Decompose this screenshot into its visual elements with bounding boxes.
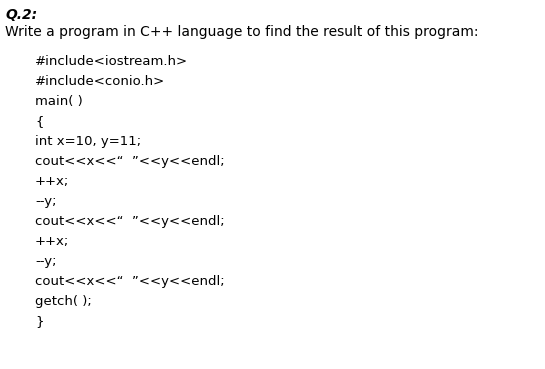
Text: ++x;: ++x; — [35, 235, 69, 248]
Text: cout<<x<<“  ”<<y<<endl;: cout<<x<<“ ”<<y<<endl; — [35, 215, 225, 228]
Text: main( ): main( ) — [35, 95, 83, 108]
Text: ++x;: ++x; — [35, 175, 69, 188]
Text: getch( );: getch( ); — [35, 295, 92, 308]
Text: #include<conio.h>: #include<conio.h> — [35, 75, 165, 88]
Text: Q.2:: Q.2: — [5, 8, 37, 22]
Text: }: } — [35, 315, 44, 328]
Text: Write a program in C++ language to find the result of this program:: Write a program in C++ language to find … — [5, 25, 479, 39]
Text: cout<<x<<“  ”<<y<<endl;: cout<<x<<“ ”<<y<<endl; — [35, 275, 225, 288]
Text: --y;: --y; — [35, 195, 57, 208]
Text: int x=10, y=11;: int x=10, y=11; — [35, 135, 141, 148]
Text: #include<iostream.h>: #include<iostream.h> — [35, 55, 188, 68]
Text: {: { — [35, 115, 44, 128]
Text: --y;: --y; — [35, 255, 57, 268]
Text: cout<<x<<“  ”<<y<<endl;: cout<<x<<“ ”<<y<<endl; — [35, 155, 225, 168]
